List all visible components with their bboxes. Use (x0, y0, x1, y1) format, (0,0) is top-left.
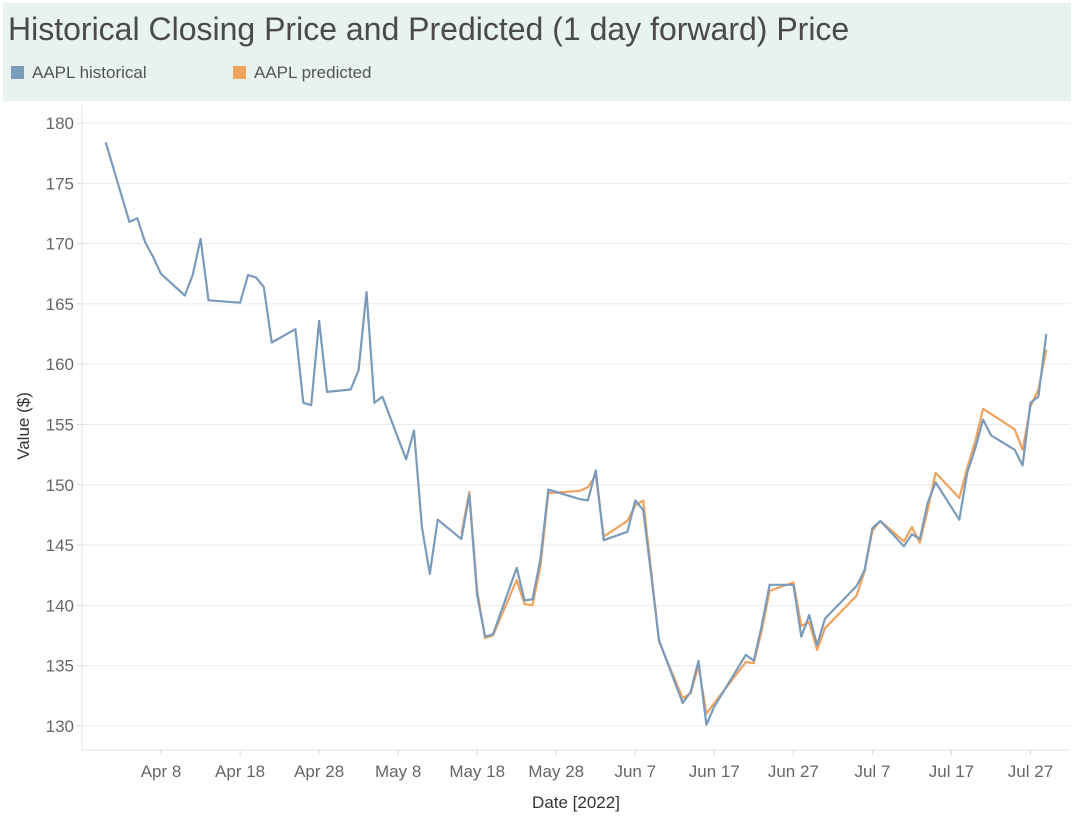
x-tick-label: Jul 17 (929, 762, 974, 781)
y-axis-ticks: 130 135 140 145 150 155 160 165 170 175 180 (46, 114, 82, 736)
y-axis-title: Value ($) (14, 392, 33, 460)
y-tick-label: 155 (46, 415, 74, 434)
x-tick-label: Jul 27 (1008, 762, 1053, 781)
x-tick-label: Jun 7 (614, 762, 656, 781)
legend-label-predicted: AAPL predicted (254, 63, 372, 82)
y-tick-label: 135 (46, 657, 74, 676)
y-tick-label: 180 (46, 114, 74, 133)
axes (81, 105, 1070, 751)
x-tick-label: May 8 (375, 762, 421, 781)
y-tick-label: 150 (46, 476, 74, 495)
legend-swatch-predicted (233, 66, 246, 79)
y-tick-label: 165 (46, 295, 74, 314)
x-tick-label: May 18 (449, 762, 505, 781)
x-tick-label: Apr 28 (294, 762, 344, 781)
legend-item-historical[interactable]: AAPL historical (11, 63, 147, 83)
gridlines (82, 122, 1070, 727)
x-tick-label: Jun 27 (768, 762, 819, 781)
x-tick-label: Jul 7 (854, 762, 890, 781)
y-tick-label: 160 (46, 355, 74, 374)
y-tick-label: 130 (46, 717, 74, 736)
y-tick-label: 145 (46, 536, 74, 555)
legend-label-historical: AAPL historical (32, 63, 147, 82)
legend-swatch-historical (11, 66, 24, 79)
series-lines (104, 141, 1048, 726)
x-axis-title: Date [2022] (532, 793, 620, 812)
legend-item-predicted[interactable]: AAPL predicted (233, 63, 372, 83)
chart-title: Historical Closing Price and Predicted (… (8, 11, 850, 47)
series-line-historical[interactable] (104, 141, 1048, 726)
x-tick-label: Jun 17 (689, 762, 740, 781)
chart-header: Historical Closing Price and Predicted (… (3, 3, 1071, 101)
y-tick-label: 170 (46, 235, 74, 254)
x-axis-ticks: Apr 8 Apr 18 Apr 28 May 8 May 18 May 28 Jun 7 J… (141, 750, 1053, 781)
y-tick-label: 175 (46, 174, 74, 193)
x-tick-label: May 28 (528, 762, 584, 781)
x-tick-label: Apr 8 (141, 762, 182, 781)
y-tick-label: 140 (46, 596, 74, 615)
x-tick-label: Apr 18 (215, 762, 265, 781)
